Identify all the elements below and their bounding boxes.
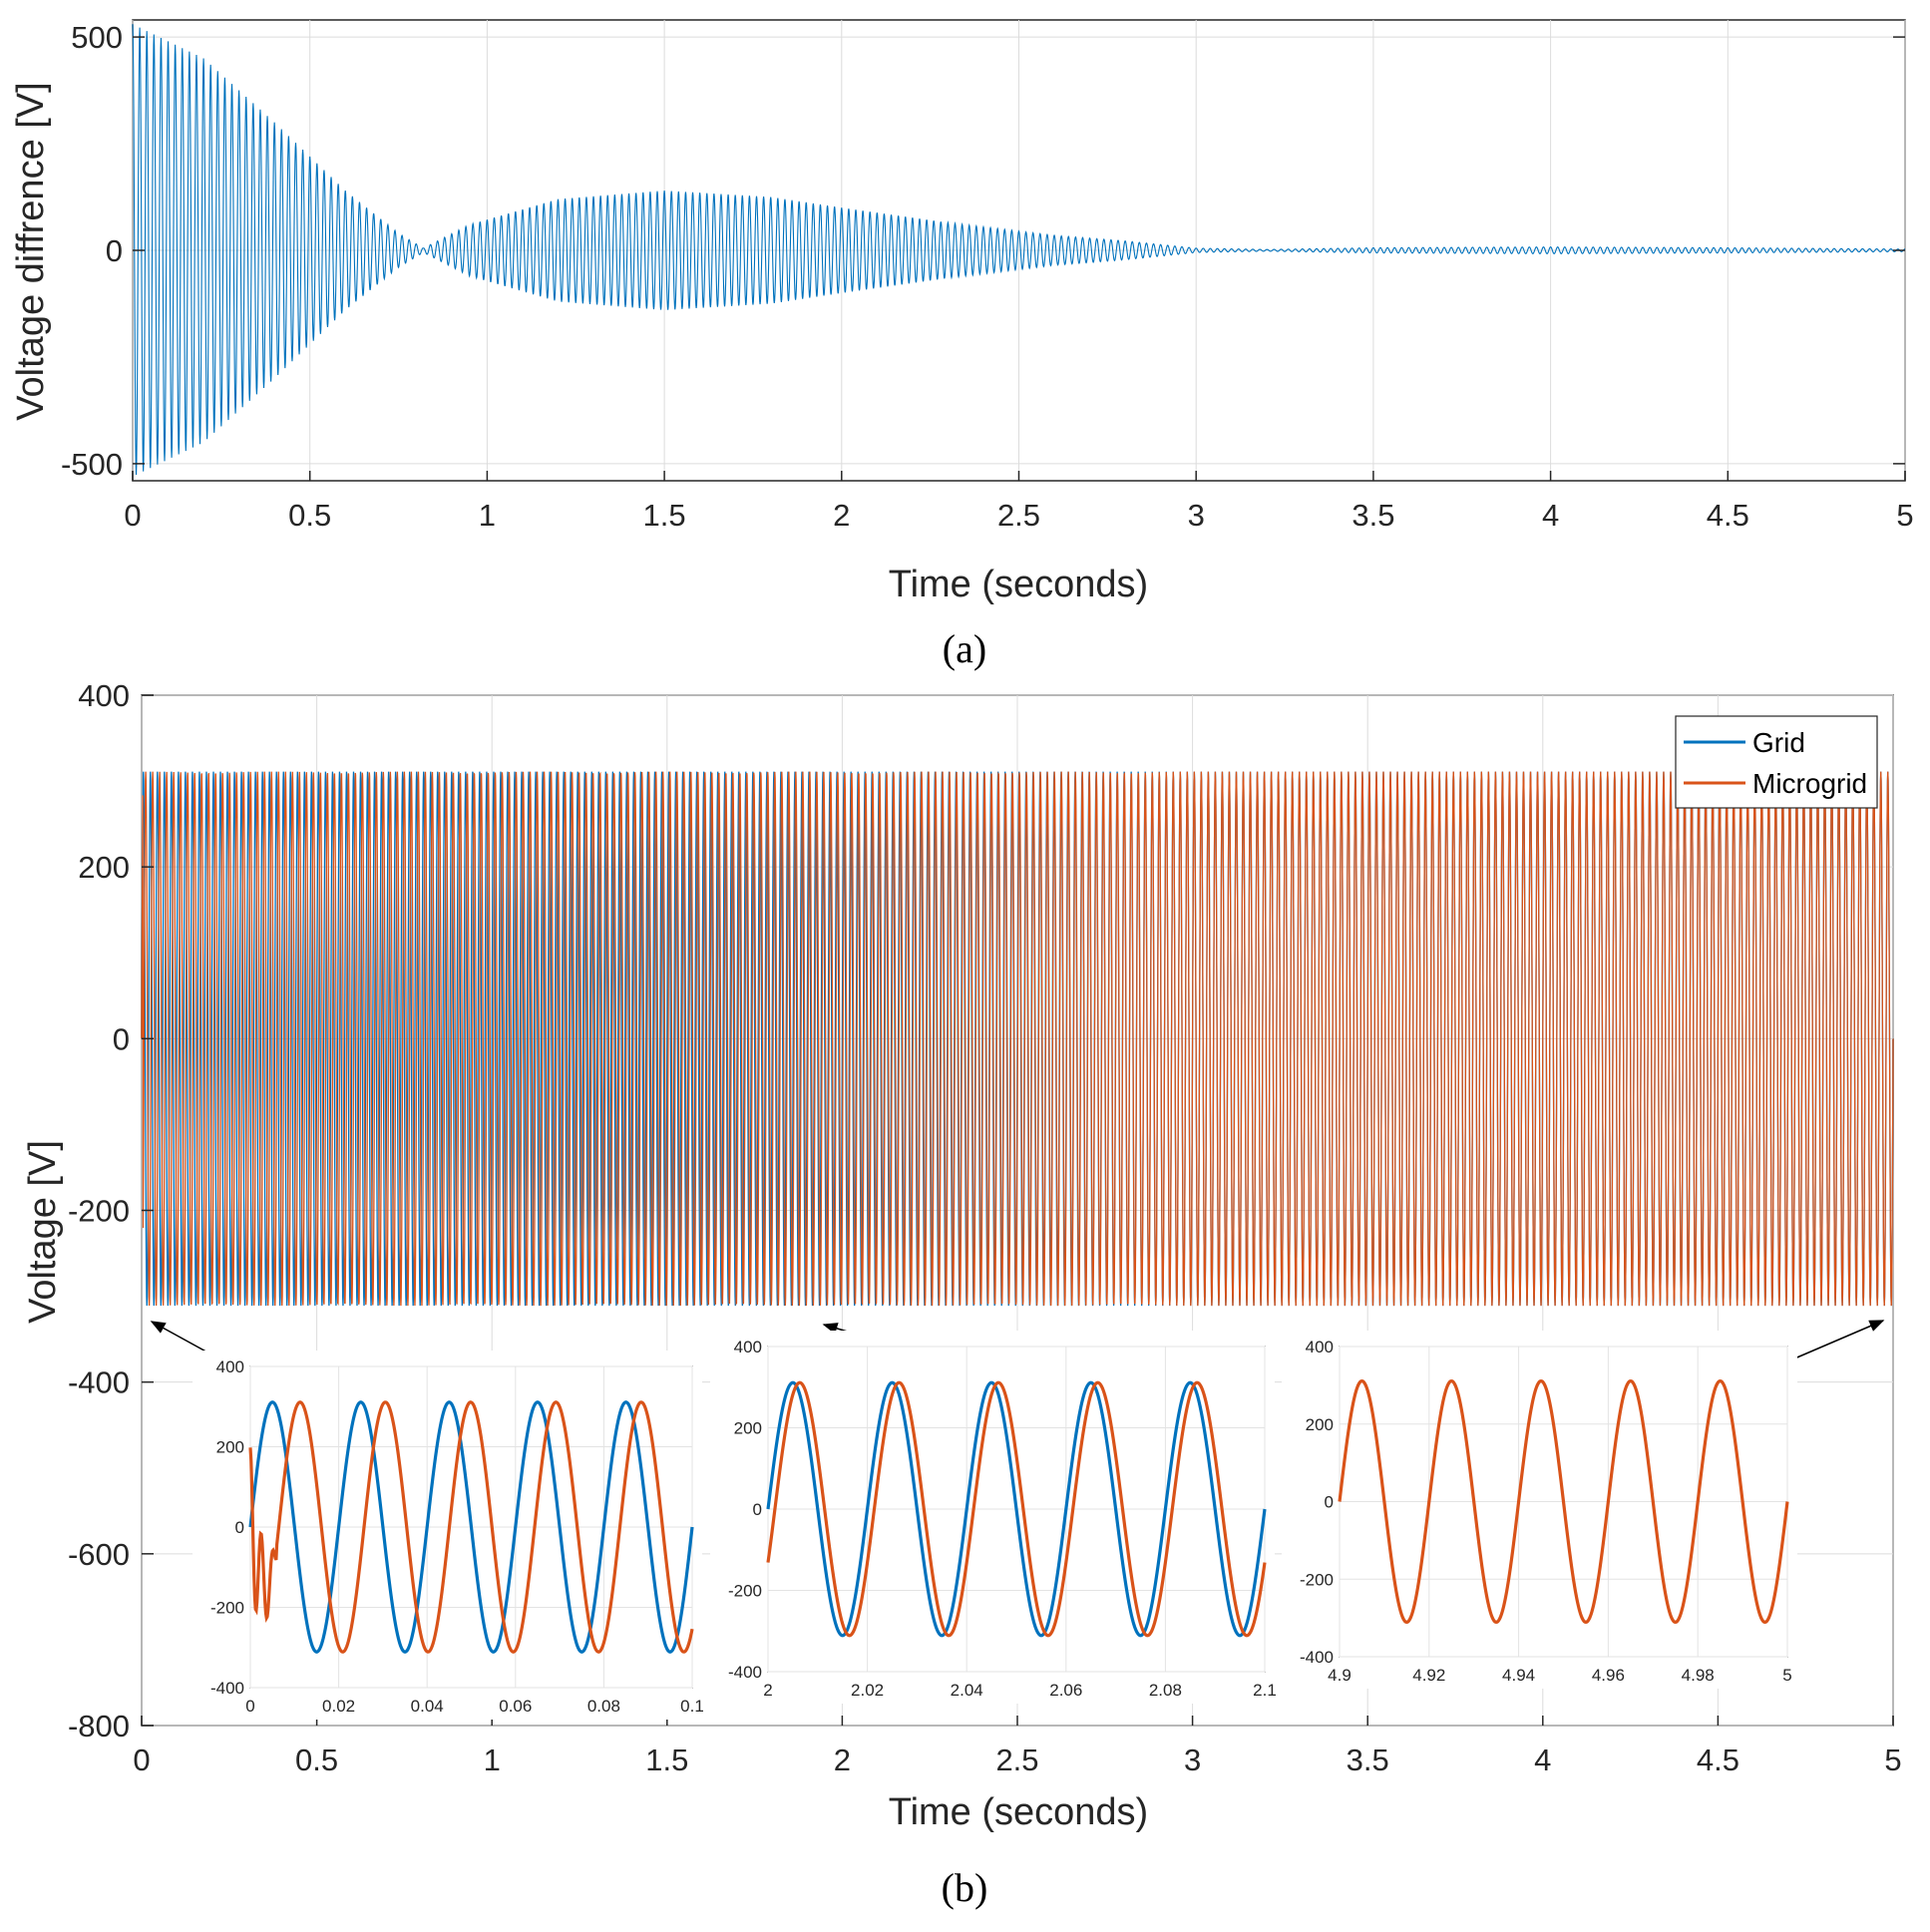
chart-b-x-tick-label: 1.5 <box>645 1742 688 1777</box>
inset-x-tick-label: 4.9 <box>1328 1666 1351 1685</box>
legend-box <box>1675 715 1878 809</box>
chart-b-x-tick-label: 0 <box>133 1742 150 1777</box>
chart-a-y-tick-label: 0 <box>106 233 123 268</box>
chart-a-x-tick-label: 2.5 <box>997 498 1040 533</box>
chart-b-y-tick-label: 200 <box>78 850 130 885</box>
chart-a-x-tick-label: 4 <box>1542 498 1559 533</box>
chart-b-x-tick-label: 3.5 <box>1347 1742 1389 1777</box>
inset-y-tick-label: 0 <box>1325 1493 1334 1512</box>
chart-a-x-ticks: 0 0.5 1 1.5 2 2.5 3 3.5 4 4.5 5 <box>124 471 1914 533</box>
legend-label-microgrid: Microgrid <box>1752 768 1867 799</box>
chart-a-x-tick-label: 2 <box>833 498 850 533</box>
legend-label-grid: Grid <box>1752 727 1805 758</box>
chart-b-series-microgrid-line <box>141 771 1894 1307</box>
inset-2: 2 2.02 2.04 2.06 2.08 2.1 400 200 0 -200 -400 <box>710 1331 1277 1704</box>
chart-a-panel-label: (a) <box>943 626 986 671</box>
inset-y-tick-label: -200 <box>1300 1570 1334 1589</box>
inset-x-tick-label: 2.04 <box>951 1681 983 1700</box>
chart-a-series-line <box>132 24 1906 476</box>
inset-x-tick-label: 2.1 <box>1253 1681 1277 1700</box>
inset-3: 4.9 4.92 4.94 4.96 4.98 5 400 200 0 -200 -400 <box>1282 1331 1797 1689</box>
chart-a-x-tick-label: 4.5 <box>1707 498 1749 533</box>
inset-x-tick-label: 0.04 <box>411 1697 444 1716</box>
chart-a-x-tick-label: 1 <box>479 498 496 533</box>
inset-y-tick-label: 400 <box>216 1357 244 1376</box>
inset-3-pointer-arrow <box>1791 1320 1885 1360</box>
chart-b-x-tick-label: 2.5 <box>995 1742 1038 1777</box>
chart-a-y-ticks: -500 0 500 <box>61 20 1905 482</box>
inset-y-tick-label: -200 <box>728 1582 762 1601</box>
chart-b-series <box>141 771 1894 1307</box>
chart-a-x-tick-label: 5 <box>1896 498 1913 533</box>
inset-x-tick-label: 5 <box>1782 1666 1791 1685</box>
inset-y-tick-label: -200 <box>210 1599 244 1618</box>
inset-y-tick-label: -400 <box>210 1679 244 1698</box>
chart-a-x-tick-label: 0 <box>124 498 141 533</box>
inset-y-tick-label: 400 <box>734 1338 762 1356</box>
chart-b-legend: Grid Microgrid <box>1675 715 1878 809</box>
inset-1: 0 0.02 0.04 0.06 0.08 0.1 400 200 0 -200 -400 <box>193 1351 704 1720</box>
inset-x-tick-label: 0.06 <box>499 1697 532 1716</box>
chart-b-x-tick-label: 0.5 <box>295 1742 338 1777</box>
chart-b-y-tick-label: -800 <box>68 1709 130 1743</box>
inset-series-microgrid-line <box>766 1380 1267 1638</box>
inset-x-tick-label: 4.96 <box>1592 1666 1625 1685</box>
inset-series-grid-line <box>248 1400 694 1654</box>
inset-y-tick-label: -400 <box>728 1663 762 1682</box>
inset-x-tick-label: 0.08 <box>587 1697 620 1716</box>
chart-b-x-tick-label: 4 <box>1534 1742 1551 1777</box>
chart-a-x-tick-label: 0.5 <box>288 498 331 533</box>
chart-b-y-axis-label: Voltage [V] <box>22 1140 64 1324</box>
chart-a-series <box>132 24 1906 476</box>
chart-a-grid <box>132 20 1906 481</box>
inset-series-microgrid-line <box>248 1400 694 1654</box>
chart-b-y-tick-label: -400 <box>68 1365 130 1400</box>
inset-y-tick-label: 200 <box>216 1438 244 1457</box>
inset-x-tick-label: 0.02 <box>322 1697 355 1716</box>
chart-b-panel-label: (b) <box>942 1865 988 1910</box>
inset-series-microgrid-line <box>1338 1378 1789 1625</box>
chart-b-y-tick-label: 400 <box>78 678 130 713</box>
inset-x-tick-label: 2 <box>763 1681 772 1700</box>
inset-y-tick-label: 400 <box>1306 1338 1334 1356</box>
chart-b-x-tick-label: 3 <box>1184 1742 1201 1777</box>
inset-series-grid-line <box>766 1380 1267 1638</box>
chart-a-x-tick-label: 1.5 <box>643 498 686 533</box>
inset-x-tick-label: 4.92 <box>1412 1666 1445 1685</box>
inset-y-tick-label: -400 <box>1300 1648 1334 1667</box>
chart-b-x-tick-label: 1 <box>484 1742 501 1777</box>
chart-a-y-tick-label: -500 <box>61 447 123 482</box>
chart-b-x-tick-label: 4.5 <box>1697 1742 1739 1777</box>
chart-b-x-axis-label: Time (seconds) <box>889 1791 1148 1833</box>
chart-b-x-tick-label: 2 <box>834 1742 851 1777</box>
chart-b-x-ticks: 0 0.5 1 1.5 2 2.5 3 3.5 4 4.5 5 <box>133 1716 1902 1777</box>
inset-y-tick-label: 0 <box>753 1500 762 1519</box>
chart-b-y-tick-label: -200 <box>68 1194 130 1229</box>
inset-x-tick-label: 0 <box>245 1697 254 1716</box>
chart-a-x-axis-label: Time (seconds) <box>889 564 1148 605</box>
inset-x-tick-label: 4.98 <box>1682 1666 1715 1685</box>
inset-x-tick-label: 2.06 <box>1049 1681 1082 1700</box>
chart-b-x-tick-label: 5 <box>1884 1742 1901 1777</box>
chart-a-x-tick-label: 3.5 <box>1351 498 1394 533</box>
inset-y-tick-label: 200 <box>1306 1415 1334 1434</box>
chart-b-y-tick-label: -600 <box>68 1537 130 1572</box>
chart-a-y-tick-label: 500 <box>71 20 123 55</box>
chart-b: 0 0.5 1 1.5 2 2.5 3 3.5 4 4.5 5 4002000-200-400-60… <box>22 678 1902 1910</box>
inset-1-pointer-arrow <box>150 1321 212 1355</box>
chart-b-y-tick-label: 0 <box>113 1021 130 1056</box>
inset-x-tick-label: 4.94 <box>1502 1666 1535 1685</box>
chart-a-x-tick-label: 3 <box>1188 498 1205 533</box>
inset-y-tick-label: 200 <box>734 1419 762 1438</box>
inset-x-tick-label: 2.08 <box>1149 1681 1182 1700</box>
inset-y-tick-label: 0 <box>235 1518 244 1537</box>
inset-x-tick-label: 2.02 <box>851 1681 884 1700</box>
chart-b-y-ticks: 400 200 0 -200 -400 -600 -800 <box>68 678 154 1743</box>
chart-a-y-axis-label: Voltage diffrence [V] <box>10 82 52 420</box>
inset-x-tick-label: 0.1 <box>680 1697 704 1716</box>
